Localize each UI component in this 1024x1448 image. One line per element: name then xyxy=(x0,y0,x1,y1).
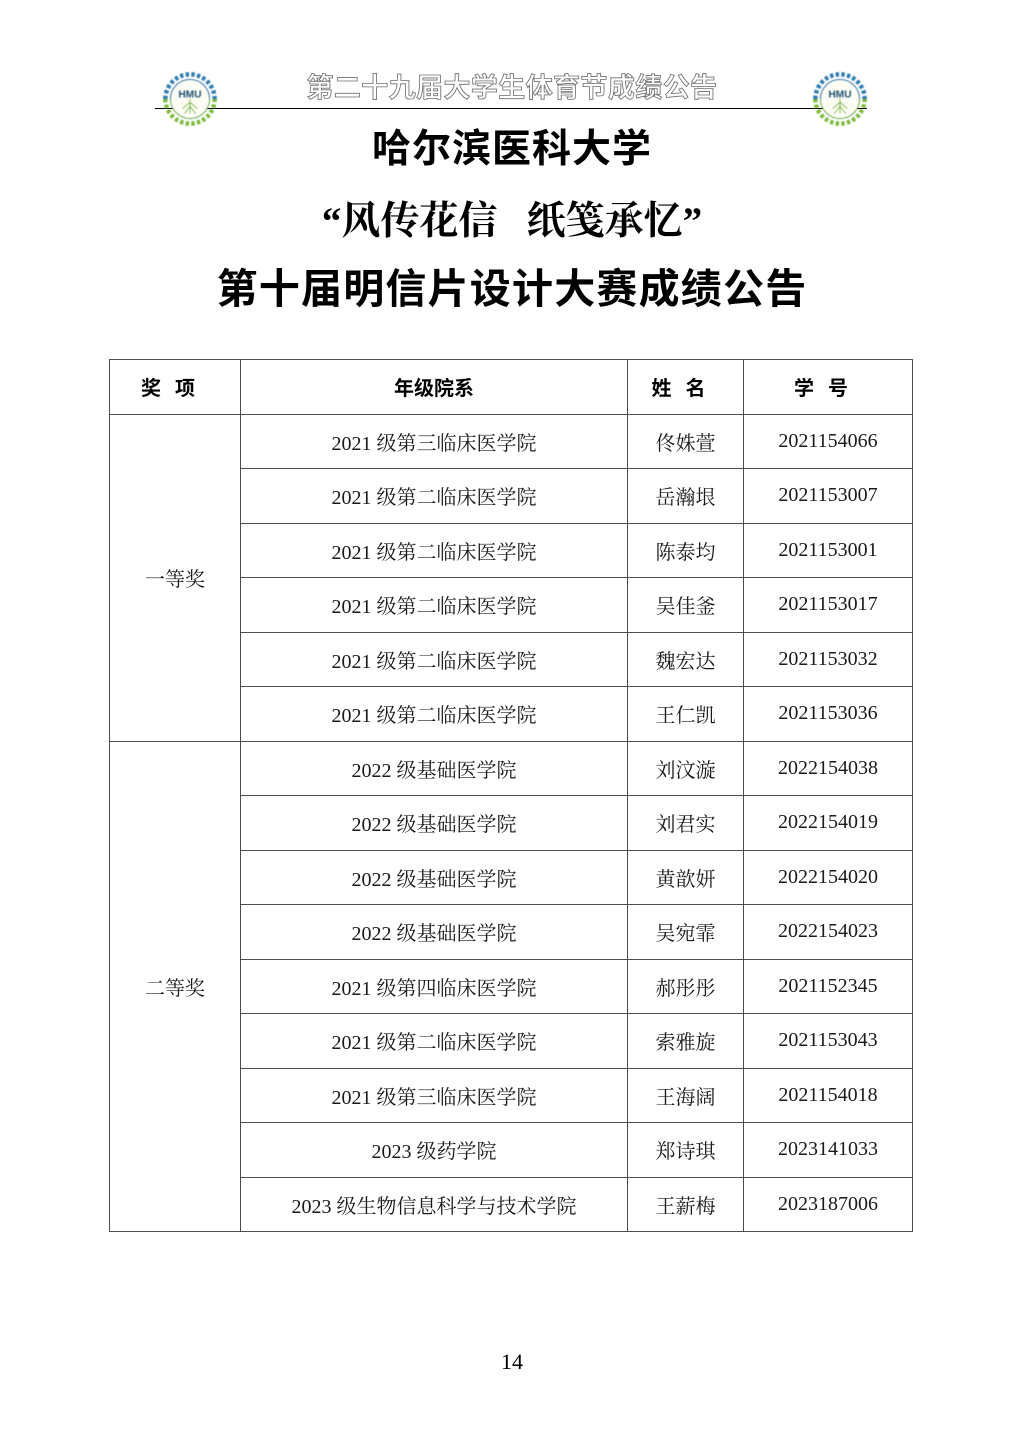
svg-text:HMU: HMU xyxy=(829,89,852,100)
svg-text:HMU: HMU xyxy=(179,89,202,100)
